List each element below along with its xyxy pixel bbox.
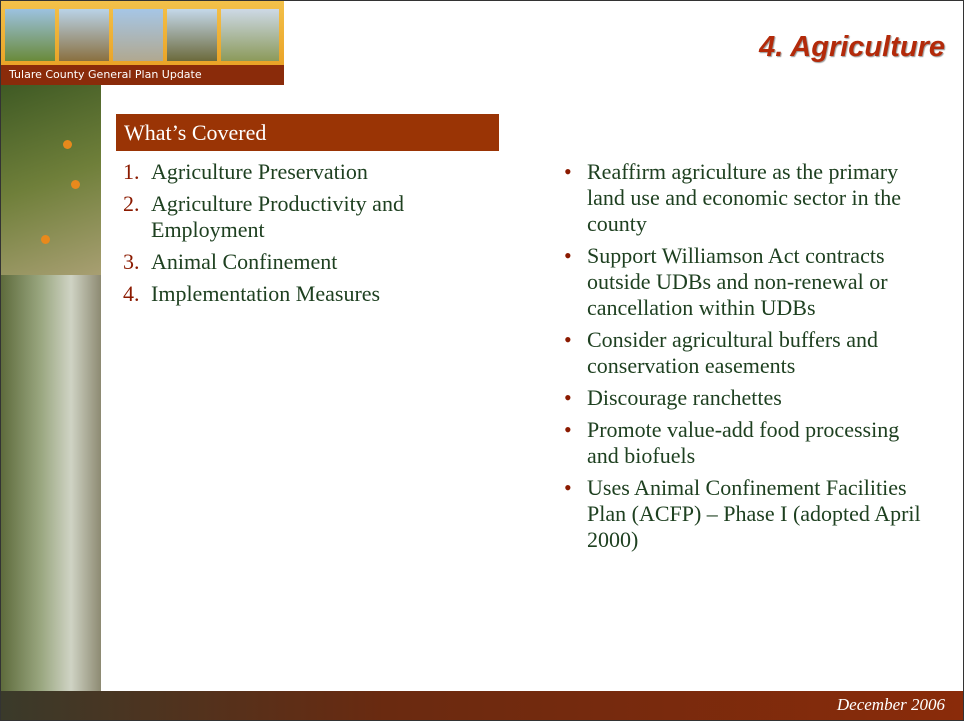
- photo: [167, 9, 217, 61]
- bullet-item: • Support Williamson Act contracts outsid…: [564, 243, 944, 321]
- bullet-text: Support Williamson Act contracts outside…: [587, 243, 888, 320]
- list-item: 3. Animal Confinement: [123, 249, 503, 275]
- item-text: Agriculture Preservation: [151, 159, 368, 184]
- covered-list: 1. Agriculture Preservation 2. Agriculture …: [123, 159, 503, 313]
- photo: [59, 9, 109, 61]
- bullet-item: • Discourage ranchettes: [564, 385, 944, 411]
- bullet-text: Promote value-add food processing and bi…: [587, 417, 900, 468]
- bullet-item: • Promote value-add food processing and b…: [564, 417, 944, 469]
- banner: Tulare County General Plan Update: [1, 1, 284, 85]
- bullet-dot: •: [564, 475, 572, 500]
- photo: [221, 9, 279, 61]
- slide-title: 4. Agriculture: [759, 31, 945, 63]
- list-item: 4. Implementation Measures: [123, 281, 503, 307]
- item-text: Animal Confinement: [151, 249, 338, 274]
- item-text: Agriculture Productivity and Employment: [151, 191, 404, 242]
- section-heading: What’s Covered: [116, 114, 499, 151]
- bullet-text: Reaffirm agriculture as the primary land…: [587, 159, 902, 236]
- bullet-dot: •: [564, 243, 572, 268]
- bullet-dot: •: [564, 327, 572, 352]
- side-image-top: [1, 85, 101, 275]
- footer-date: December 2006: [836, 695, 945, 714]
- orange: [71, 180, 80, 189]
- item-number: 3.: [123, 249, 140, 274]
- item-number: 4.: [123, 281, 140, 306]
- item-number: 1.: [123, 159, 140, 184]
- item-number: 2.: [123, 191, 140, 216]
- list-item: 1. Agriculture Preservation: [123, 159, 503, 185]
- item-text: Implementation Measures: [151, 281, 381, 306]
- banner-text: Tulare County General Plan Update: [1, 65, 284, 85]
- footer: December 2006: [1, 691, 963, 720]
- bullet-dot: •: [564, 385, 572, 410]
- bullet-dot: •: [564, 159, 572, 184]
- bullet-dot: •: [564, 417, 572, 442]
- bullet-text: Consider agricultural buffers and conser…: [587, 327, 879, 378]
- list-item: 2. Agriculture Productivity and Employmen…: [123, 191, 503, 243]
- bullet-item: • Consider agricultural buffers and conse…: [564, 327, 944, 379]
- bullet-text: Uses Animal Confinement Facilities Plan …: [587, 475, 921, 552]
- bullet-text: Discourage ranchettes: [587, 385, 782, 410]
- bullet-item: • Reaffirm agriculture as the primary lan…: [564, 159, 944, 237]
- bullet-list: • Reaffirm agriculture as the primary lan…: [564, 159, 944, 559]
- bullet-item: • Uses Animal Confinement Facilities Plan…: [564, 475, 944, 553]
- photo: [5, 9, 55, 61]
- orange: [41, 235, 50, 244]
- orange: [63, 140, 72, 149]
- photo: [113, 9, 163, 61]
